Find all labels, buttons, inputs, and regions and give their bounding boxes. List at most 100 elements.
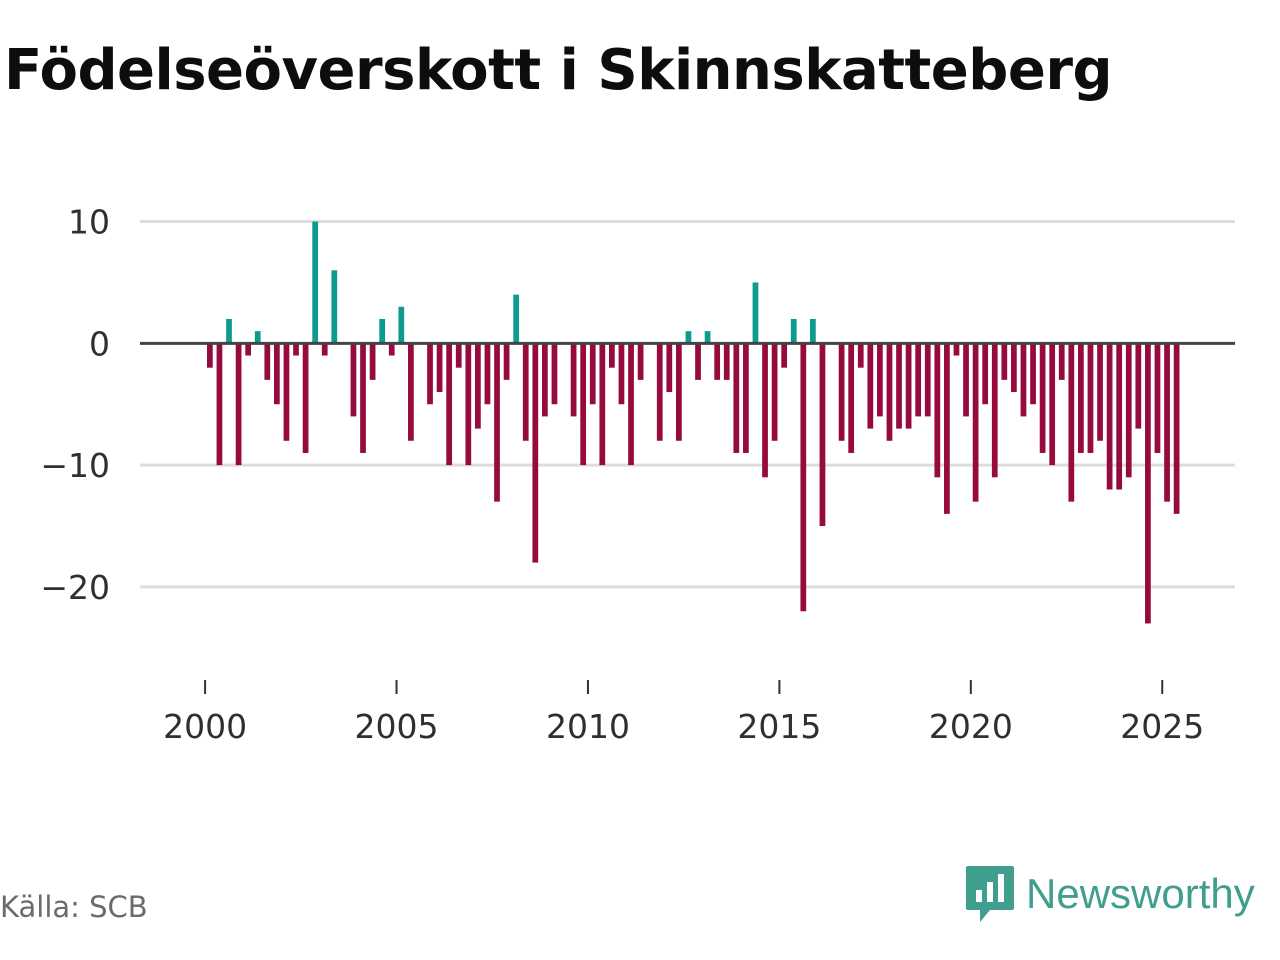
bar — [781, 343, 788, 368]
bar — [838, 343, 845, 441]
bar — [771, 343, 778, 441]
bar — [934, 343, 941, 478]
bar — [1135, 343, 1142, 429]
x-tick-label: 2015 — [737, 707, 821, 746]
bar — [398, 306, 405, 344]
bar — [1020, 343, 1027, 417]
bar — [991, 343, 998, 478]
bar — [302, 343, 309, 453]
bar — [1145, 343, 1151, 624]
bar — [360, 343, 366, 453]
bar — [618, 343, 625, 405]
bar — [695, 343, 701, 380]
x-tick-label: 2005 — [355, 707, 439, 746]
bar — [331, 270, 338, 344]
bar — [676, 343, 682, 441]
bar — [475, 343, 481, 429]
bar — [388, 343, 395, 356]
brand-name: Newsworthy — [1026, 870, 1255, 917]
chart-title: Födelseöverskott i Skinnskatteberg — [4, 38, 1113, 103]
bar — [522, 343, 529, 441]
bar — [1164, 343, 1170, 502]
bar — [274, 343, 280, 405]
bar — [953, 343, 960, 356]
bar — [685, 331, 692, 344]
newsworthy-logo: Newsworthy — [964, 864, 1255, 924]
bar — [226, 318, 232, 344]
bar — [1078, 343, 1084, 453]
bar — [810, 318, 816, 344]
bar — [350, 343, 357, 417]
bar — [408, 343, 414, 441]
bar — [1058, 343, 1065, 380]
y-tick-label: −20 — [40, 568, 110, 607]
bar — [723, 343, 730, 380]
bar — [867, 343, 874, 429]
bar — [819, 343, 826, 527]
bar — [1030, 343, 1036, 405]
bar — [963, 343, 969, 417]
bar — [743, 343, 749, 453]
bar — [235, 343, 242, 466]
y-tick-label: 10 — [68, 203, 110, 242]
bar — [752, 282, 759, 344]
bar — [427, 343, 433, 405]
bar — [609, 343, 615, 368]
bar — [245, 343, 252, 356]
bar — [503, 343, 510, 380]
bar — [1039, 343, 1046, 453]
bar — [1001, 343, 1008, 380]
bar — [312, 221, 319, 344]
bar — [1049, 343, 1056, 466]
bar — [1173, 343, 1180, 514]
bar — [877, 343, 883, 417]
bar — [1116, 343, 1123, 490]
bar — [857, 343, 864, 368]
bar — [656, 343, 663, 441]
bar — [800, 343, 807, 612]
x-tick-label: 2020 — [929, 707, 1013, 746]
y-tick-label: −10 — [40, 446, 110, 485]
bar — [1011, 343, 1017, 393]
bar — [542, 343, 548, 417]
bar — [704, 331, 711, 344]
source-credit: Källa: SCB — [0, 890, 148, 924]
bar — [1097, 343, 1103, 441]
gridlines — [140, 220, 1235, 589]
bar — [264, 343, 271, 380]
bar — [570, 343, 577, 417]
axes: 10 0 −10 −20 2000 2005 2010 2015 2020 2025 — [40, 203, 1235, 746]
bar — [379, 318, 386, 344]
bar — [982, 343, 989, 405]
bar — [293, 343, 299, 356]
bar — [369, 343, 376, 380]
bar — [790, 318, 797, 344]
bar — [1106, 343, 1113, 490]
bar — [886, 343, 893, 441]
bar — [513, 294, 520, 344]
bar — [484, 343, 491, 405]
bar — [494, 343, 500, 502]
bar — [436, 343, 443, 393]
newsworthy-logo-icon — [966, 866, 1014, 922]
bar — [1087, 343, 1094, 453]
bar — [896, 343, 902, 429]
bar — [254, 331, 261, 344]
bar — [580, 343, 587, 466]
bar — [465, 343, 472, 466]
bar — [283, 343, 290, 441]
bar — [1068, 343, 1075, 502]
bar — [637, 343, 644, 380]
x-tick-label: 2010 — [546, 707, 630, 746]
y-tick-label: 0 — [89, 324, 110, 363]
bar — [589, 343, 596, 405]
x-tick-label: 2000 — [163, 707, 247, 746]
bar — [628, 343, 634, 466]
bar — [455, 343, 462, 368]
bar — [207, 343, 213, 368]
bar — [972, 343, 979, 502]
bar — [666, 343, 673, 393]
x-tick-label: 2025 — [1120, 707, 1204, 746]
bar — [944, 343, 950, 514]
bar — [321, 343, 328, 356]
